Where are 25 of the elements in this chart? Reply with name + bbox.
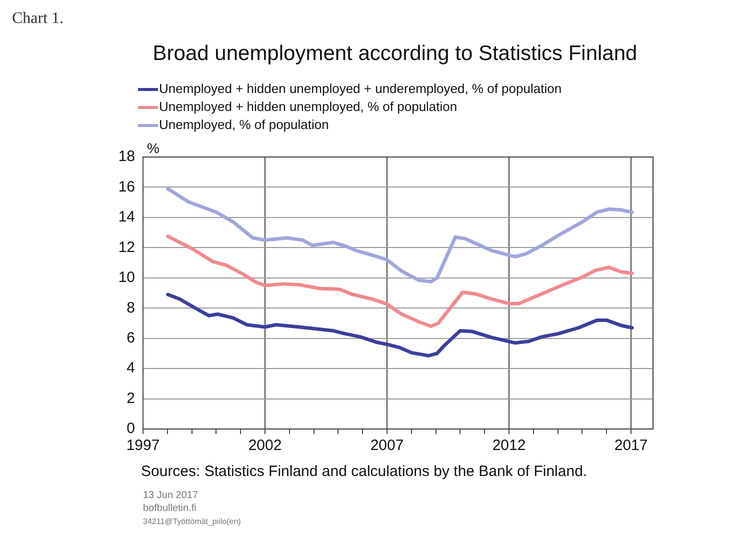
caption: Chart 1.	[12, 10, 64, 28]
y-tick-label: 4	[126, 360, 135, 377]
y-tick-label: 14	[118, 208, 135, 226]
y-tick-label: 12	[118, 238, 135, 256]
y-tick-label: 16	[118, 178, 135, 196]
x-tick-label: 2017	[614, 437, 648, 454]
y-tick-label: 0	[126, 420, 135, 438]
x-tick-label: 2007	[370, 437, 404, 454]
y-tick-label: 6	[126, 329, 135, 346]
text: 34211@Työttömät_piilo(en)	[143, 517, 241, 526]
legend-label: Unemployed + hidden unemployed, % of population	[158, 98, 458, 116]
legend-label: Unemployed + hidden unemployed + underemployed, % of population	[158, 80, 562, 98]
y-tick-label: 10	[118, 269, 135, 286]
y-tick-label: 18	[118, 148, 135, 166]
source-note: Sources: Statistics Finland and calculations by the Bank of Finland.	[141, 463, 588, 480]
chart-title: Broad unemployment according to Statistics Finland	[152, 42, 638, 66]
x-tick-label: 2012	[492, 437, 526, 454]
x-tick-label: 1997	[126, 437, 160, 454]
text: bofbulletin.fi	[143, 503, 196, 514]
y-tick-label: 2	[126, 390, 135, 407]
y-tick-label: 8	[126, 299, 135, 316]
legend-label: Unemployed, % of population	[158, 116, 330, 134]
text: 13 Jun 2017	[143, 490, 198, 501]
x-tick-label: 2002	[248, 437, 282, 454]
y-axis-title: %	[147, 140, 160, 156]
